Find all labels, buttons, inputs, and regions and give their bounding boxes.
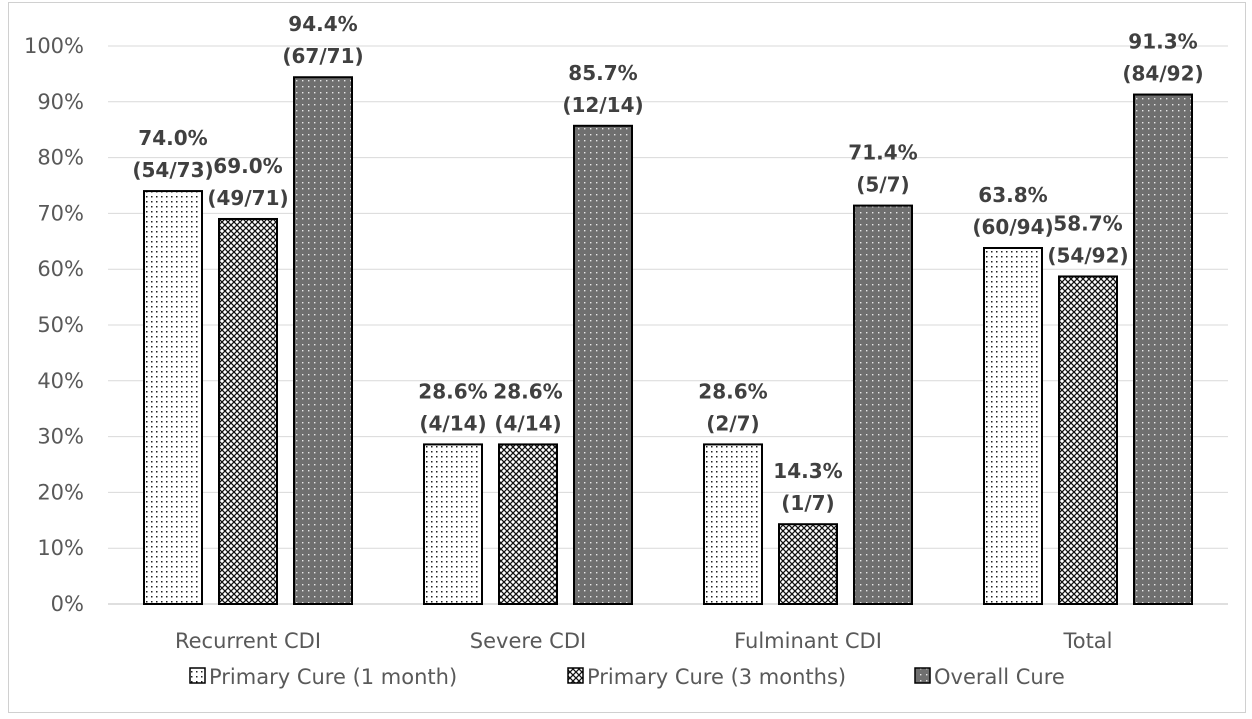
data-label-count: (4/14) — [419, 411, 486, 435]
y-tick-label: 30% — [37, 425, 84, 449]
bar — [778, 523, 838, 605]
x-category-label: Total — [1062, 629, 1112, 653]
data-label-count: (60/94) — [972, 215, 1053, 239]
data-label: 63.8% — [978, 183, 1047, 207]
y-tick-label: 0% — [51, 592, 84, 616]
y-tick-label: 80% — [37, 146, 84, 170]
y-tick-label: 100% — [24, 34, 84, 58]
data-label: 85.7% — [568, 61, 637, 85]
y-tick-label: 10% — [37, 536, 84, 560]
bar — [143, 190, 203, 606]
y-tick-label: 90% — [37, 90, 84, 114]
data-label-count: (67/71) — [282, 44, 363, 68]
legend-swatch — [914, 667, 931, 684]
data-labels: 74.0% (54/73) 69.0% (49/71) 94.4% (67/71) 28.6… — [132, 12, 1203, 515]
legend-item: Primary Cure (3 months) — [567, 665, 846, 689]
y-tick-label: 60% — [37, 257, 84, 281]
data-label-count: (4/14) — [494, 411, 561, 435]
data-label: 14.3% — [773, 459, 842, 483]
data-label-count: (12/14) — [562, 93, 643, 117]
legend-swatch — [189, 667, 206, 684]
legend-label: Overall Cure — [934, 665, 1065, 689]
data-label: 58.7% — [1053, 211, 1122, 235]
data-label-count: (1/7) — [781, 491, 834, 515]
x-category-label: Severe CDI — [470, 629, 586, 653]
legend-label: Primary Cure (1 month) — [209, 665, 457, 689]
bar — [853, 204, 913, 605]
y-tick-label: 40% — [37, 369, 84, 393]
bar — [573, 124, 633, 605]
data-label-count: (84/92) — [1122, 62, 1203, 86]
y-tick-label: 70% — [37, 201, 84, 225]
data-label: 74.0% — [138, 126, 207, 150]
data-label: 28.6% — [418, 379, 487, 403]
y-axis: 0% 10% 20% 30% 40% 50% 60% 70% 80% 90% 100% — [24, 34, 84, 616]
bars — [143, 76, 1193, 606]
data-label-count: (2/7) — [706, 411, 759, 435]
bar — [293, 76, 353, 606]
data-label: 69.0% — [213, 154, 282, 178]
x-category-label: Recurrent CDI — [175, 629, 321, 653]
x-axis: Recurrent CDI Severe CDI Fulminant CDI Tota… — [175, 629, 1113, 653]
bar — [218, 217, 278, 605]
legend-item: Overall Cure — [914, 665, 1065, 689]
bar — [983, 246, 1043, 605]
data-label-count: (54/92) — [1047, 243, 1128, 267]
data-label: 71.4% — [848, 141, 917, 165]
y-tick-label: 20% — [37, 480, 84, 504]
data-label: 28.6% — [698, 379, 767, 403]
data-label-count: (5/7) — [856, 173, 909, 197]
legend-item: Primary Cure (1 month) — [189, 665, 457, 689]
legend-label: Primary Cure (3 months) — [587, 665, 846, 689]
legend-swatch — [567, 667, 584, 684]
data-label-count: (54/73) — [132, 158, 213, 182]
x-category-label: Fulminant CDI — [734, 629, 882, 653]
data-label-count: (49/71) — [207, 186, 288, 210]
data-label: 94.4% — [288, 12, 357, 36]
bar — [498, 443, 558, 605]
data-label: 91.3% — [1128, 30, 1197, 54]
bar — [703, 443, 763, 605]
data-label: 28.6% — [493, 379, 562, 403]
bar — [1133, 93, 1193, 606]
bar — [423, 443, 483, 605]
y-tick-label: 50% — [37, 313, 84, 337]
legend: Primary Cure (1 month) Primary Cure (3 mo… — [189, 665, 1065, 689]
bar — [1058, 275, 1118, 605]
